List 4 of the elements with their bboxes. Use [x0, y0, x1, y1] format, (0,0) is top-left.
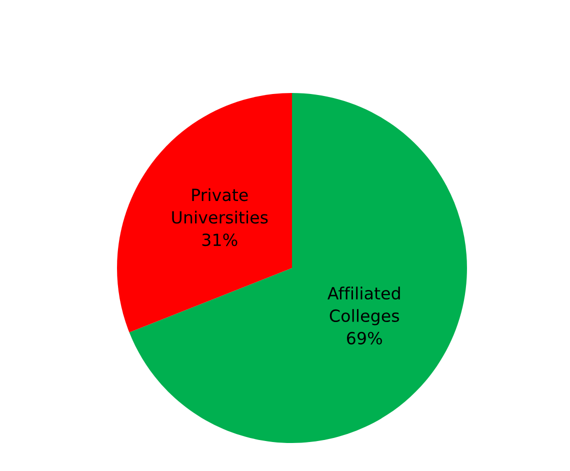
slice-label: Affiliated Colleges	[327, 286, 400, 326]
data-label: 69%	[347, 332, 382, 344]
slice-label: Private Universities	[172, 188, 268, 224]
data-label: 31%	[202, 234, 238, 246]
